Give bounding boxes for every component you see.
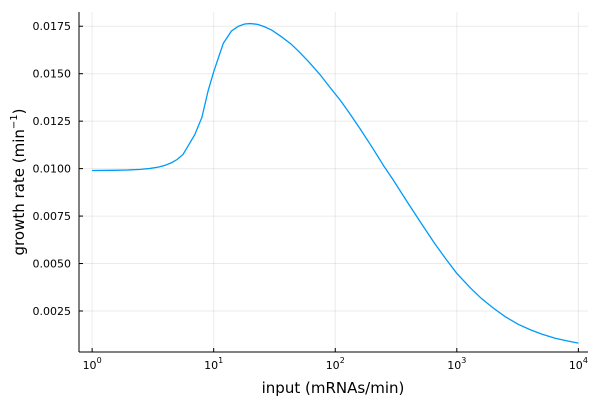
- x-tick-label-base: 10: [569, 359, 583, 372]
- x-tick-label: 101: [204, 356, 223, 372]
- series-group: [92, 22, 579, 344]
- y-tick-label: 0.0075: [33, 210, 72, 223]
- x-tick-label-exponent: 4: [583, 356, 588, 365]
- x-tick-label-exponent: 0: [97, 356, 102, 365]
- y-tick-label: 0.0100: [33, 163, 72, 176]
- x-tick-label-base: 10: [204, 359, 218, 372]
- y-ticks: 0.0025 0.0050 0.0075 0.0100 0.0125 0.0150 0.01…: [33, 20, 83, 318]
- x-tick-label-base: 10: [447, 359, 461, 372]
- y-tick-label: 0.0150: [33, 68, 72, 81]
- x-tick-label: 100: [83, 356, 102, 372]
- x-ticks: 100 101 102 103 104: [83, 348, 588, 372]
- y-axis-label-main: growth rate (min: [10, 129, 28, 255]
- axes: [78, 12, 588, 353]
- y-tick-label: 0.0025: [33, 305, 72, 318]
- x-tick-label: 103: [447, 356, 466, 372]
- x-tick-label: 104: [569, 356, 588, 372]
- grid-lines: [79, 12, 588, 352]
- y-axis-label-close: ): [10, 109, 28, 115]
- growth-rate-line: [92, 22, 579, 344]
- x-tick-label-exponent: 3: [461, 356, 466, 365]
- y-tick-label: 0.0050: [33, 258, 72, 271]
- x-tick-label-base: 10: [326, 359, 340, 372]
- x-tick-label-base: 10: [83, 359, 97, 372]
- x-axis-label: input (mRNAs/min): [262, 379, 405, 397]
- x-tick-label-exponent: 1: [218, 356, 223, 365]
- y-axis-label-exponent: −1: [9, 114, 20, 129]
- y-axis-label: growth rate (min−1): [9, 109, 28, 256]
- x-tick-label: 102: [326, 356, 345, 372]
- x-tick-label-exponent: 2: [340, 356, 345, 365]
- y-tick-label: 0.0125: [33, 115, 72, 128]
- y-tick-label: 0.0175: [33, 20, 72, 33]
